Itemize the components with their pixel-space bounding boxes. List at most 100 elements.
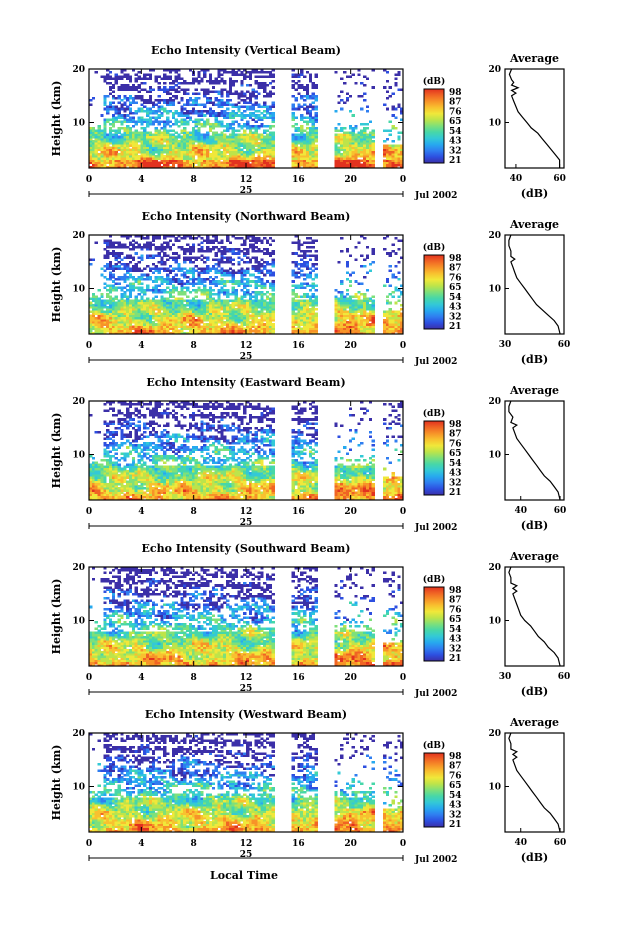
heatmap-cell xyxy=(351,127,355,130)
heatmap-cell xyxy=(143,159,147,162)
heatmap-cell xyxy=(260,271,264,275)
heatmap-cell xyxy=(146,306,150,309)
heatmap-cell xyxy=(197,271,201,275)
heatmap-cell xyxy=(337,165,341,169)
heatmap-cell xyxy=(303,99,307,102)
heatmap-cell xyxy=(146,90,150,94)
heatmap-cell xyxy=(134,262,138,266)
heatmap-cell xyxy=(351,73,355,76)
heatmap-cell xyxy=(128,275,133,279)
heatmap-cell xyxy=(174,135,178,139)
heatmap-cell xyxy=(263,105,267,109)
heatmap-cell xyxy=(214,310,218,313)
heatmap-cell xyxy=(305,84,310,87)
heatmap-cell xyxy=(108,122,113,126)
heatmap-cell xyxy=(188,247,193,251)
heatmap-cell xyxy=(143,331,147,335)
heatmap-cell xyxy=(117,77,121,81)
heatmap-cell xyxy=(294,316,298,320)
heatmap-cell xyxy=(400,161,404,165)
heatmap-cell xyxy=(391,155,395,158)
heatmap-cell xyxy=(357,69,361,72)
heatmap-cell xyxy=(234,152,238,156)
heatmap-cell xyxy=(166,245,170,249)
heatmap-cell xyxy=(334,150,338,154)
heatmap-cell xyxy=(106,250,110,253)
heatmap-cell xyxy=(206,245,210,249)
heatmap-cell xyxy=(106,150,110,154)
heatmap-cell xyxy=(128,299,133,303)
heatmap-cell xyxy=(231,275,235,279)
heatmap-cell xyxy=(197,118,201,122)
heatmap-cell xyxy=(183,331,187,335)
heatmap-cell xyxy=(168,312,173,316)
heatmap-cell xyxy=(246,310,250,313)
heatmap-cell xyxy=(360,159,364,162)
heatmap-cell xyxy=(237,331,241,335)
heatmap-cell xyxy=(117,314,121,318)
heatmap-cell xyxy=(171,161,176,165)
heatmap-cell xyxy=(265,247,270,251)
heatmap-cell xyxy=(265,323,270,326)
heatmap-cell xyxy=(231,288,235,292)
heatmap-cell xyxy=(157,237,161,240)
heatmap-cell xyxy=(148,120,153,124)
heatmap-cell xyxy=(148,163,153,167)
heatmap-cell xyxy=(228,116,233,119)
heatmap-cell xyxy=(106,152,110,156)
heatmap-cell xyxy=(194,146,198,150)
heatmap-cell xyxy=(246,306,250,309)
heatmap-cell xyxy=(291,152,295,156)
heatmap-cell xyxy=(248,329,253,333)
heatmap-cell xyxy=(211,239,215,242)
heatmap-cell xyxy=(111,286,116,290)
heatmap-cell xyxy=(206,135,210,139)
heatmap-cell xyxy=(140,77,144,81)
heatmap-cell xyxy=(385,165,390,169)
heatmap-cell xyxy=(157,129,161,132)
heatmap-cell xyxy=(94,148,98,152)
heatmap-cell xyxy=(260,327,264,331)
heatmap-cell xyxy=(268,116,273,119)
heatmap-cell xyxy=(131,288,136,292)
heatmap-cell xyxy=(126,75,130,79)
heatmap-cell xyxy=(134,148,138,152)
heatmap-cell xyxy=(360,81,364,85)
heatmap-cell xyxy=(157,135,161,139)
heatmap-cell xyxy=(123,318,127,322)
heatmap-cell xyxy=(188,116,193,119)
heatmap-cell xyxy=(208,275,213,279)
heatmap-cell xyxy=(94,165,98,169)
heatmap-cell xyxy=(391,107,395,111)
heatmap-cell xyxy=(228,77,233,81)
heatmap-cell xyxy=(206,239,210,242)
heatmap-cell xyxy=(240,323,244,326)
heatmap-cell xyxy=(226,103,230,106)
heatmap-cell xyxy=(351,163,355,167)
heatmap-cell xyxy=(171,288,176,292)
heatmap-cell xyxy=(214,308,218,311)
heatmap-cell xyxy=(223,280,227,283)
heatmap-cell xyxy=(160,127,164,130)
heatmap-cell xyxy=(368,155,372,158)
heatmap-cell xyxy=(354,127,358,130)
heatmap-cell xyxy=(263,260,267,264)
heatmap-cell xyxy=(114,152,118,156)
heatmap-cell xyxy=(203,155,207,158)
heatmap-cell xyxy=(200,318,204,322)
heatmap-cell xyxy=(226,159,230,162)
heatmap-cell xyxy=(188,81,193,85)
heatmap-cell xyxy=(257,293,261,296)
heatmap-cell xyxy=(357,316,361,320)
heatmap-cell xyxy=(166,314,170,318)
heatmap-cell xyxy=(265,316,270,320)
heatmap-cell xyxy=(97,137,101,141)
heatmap-cell xyxy=(180,323,184,326)
heatmap-cell xyxy=(100,321,104,324)
heatmap-cell xyxy=(217,114,221,117)
heatmap-cell xyxy=(246,308,250,311)
heatmap-cell xyxy=(214,282,218,285)
panel-title: Echo Intensity (Vertical Beam) xyxy=(151,44,341,57)
heatmap-cell xyxy=(251,235,255,238)
heatmap-cell xyxy=(103,241,107,245)
